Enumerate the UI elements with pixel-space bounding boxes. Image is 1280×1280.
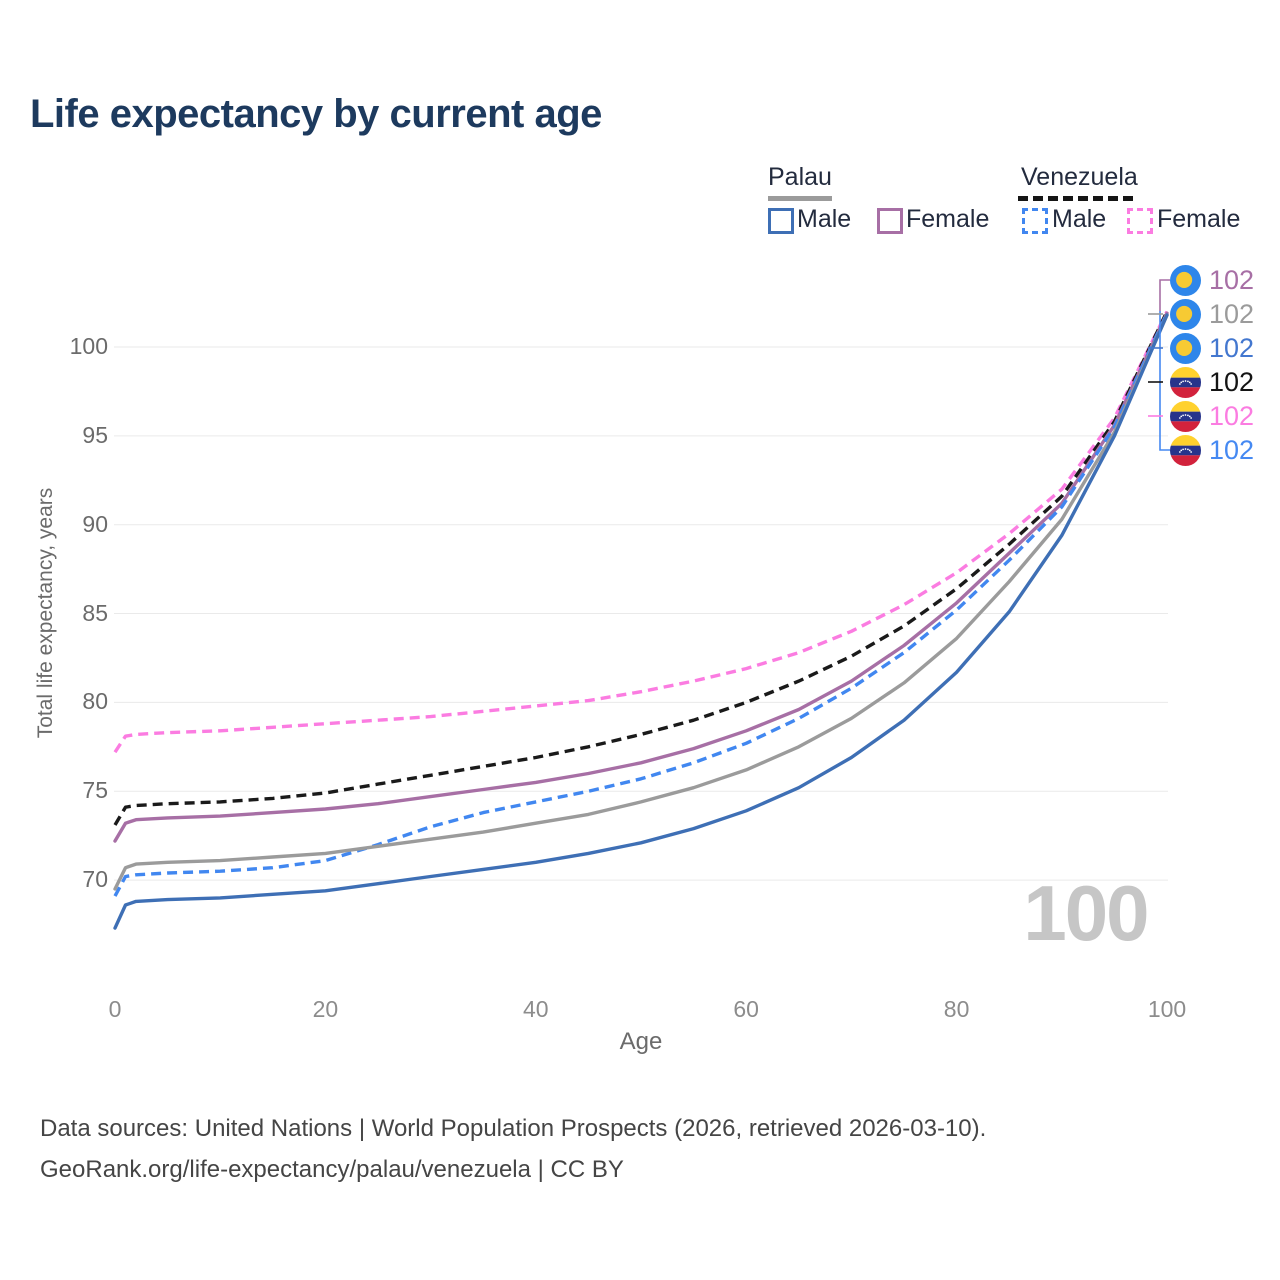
series-line-venezuela-both-sexes[interactable] [113,310,1169,826]
end-label-value: 102 [1209,332,1255,363]
y-tick-label: 85 [82,599,108,626]
age-watermark: 100 [1023,869,1149,957]
x-tick-label: 0 [108,996,122,1022]
end-label-venezuela-female: 102 [1170,399,1254,433]
x-tick-label: 40 [523,996,549,1022]
series-line-venezuela-male[interactable] [113,312,1169,897]
venezuela-flag-icon [1170,434,1201,466]
legend-item-palau-male[interactable]: Male [797,205,852,233]
legend-swatch-venezuela-female[interactable] [1127,208,1153,234]
end-label-value: 102 [1209,434,1255,465]
end-label-venezuela-male: 102 [1170,433,1254,467]
legend-swatch-venezuela-male[interactable] [1022,208,1048,234]
end-label-value: 102 [1209,264,1255,295]
y-tick-label: 70 [82,866,108,893]
venezuela-flag-icon [1170,400,1201,432]
end-label-palau-both-sexes: 102 [1170,297,1254,331]
end-label-value: 102 [1209,400,1255,431]
y-tick-label: 100 [69,333,108,359]
x-axis-title: Age [619,1028,663,1055]
legend-group-palau[interactable]: Palau [768,163,832,191]
series-line-palau-both-sexes[interactable] [113,313,1169,891]
venezuela-flag-icon [1170,366,1201,398]
x-tick-label: 20 [312,996,339,1022]
end-label-palau-female: 102 [1170,263,1254,297]
footer-url: GeoRank.org/life-expectancy/palau/venezu… [40,1156,624,1183]
legend-swatch-palau-female[interactable] [877,208,903,234]
x-tick-label: 100 [1147,996,1187,1022]
x-tick-label: 60 [733,996,759,1022]
end-label-palau-male: 102 [1170,331,1254,365]
end-label-leader [1159,279,1170,311]
palau-flag-icon [1170,298,1201,330]
end-label-value: 102 [1209,366,1255,397]
palau-flag-icon [1170,332,1201,364]
page-title: Life expectancy by current age [30,92,602,136]
x-tick-label: 80 [943,996,970,1022]
legend-swatch-palau-male[interactable] [768,208,794,234]
legend-group-venezuela[interactable]: Venezuela [1021,163,1138,191]
legend-underline-venezuela [1018,196,1138,201]
end-label-leader [1159,311,1170,451]
legend-item-palau-female[interactable]: Female [906,205,990,233]
y-tick-label: 95 [82,421,108,448]
end-label-value: 102 [1209,298,1255,329]
footer-sources: Data sources: United Nations | World Pop… [40,1115,987,1142]
y-tick-label: 75 [82,777,108,804]
y-tick-label: 80 [82,688,108,715]
end-label-venezuela-both-sexes: 102 [1170,365,1254,399]
legend-item-venezuela-male[interactable]: Male [1052,205,1107,233]
series-line-palau-male[interactable] [113,313,1169,930]
y-tick-label: 90 [82,510,108,537]
palau-flag-icon [1170,264,1201,296]
series-line-palau-female[interactable] [113,311,1169,843]
legend-underline-palau [768,196,832,201]
legend-item-venezuela-female[interactable]: Female [1157,205,1241,233]
footer: Data sources: United Nations | World Pop… [40,1108,986,1190]
series-line-venezuela-female[interactable] [113,310,1169,754]
